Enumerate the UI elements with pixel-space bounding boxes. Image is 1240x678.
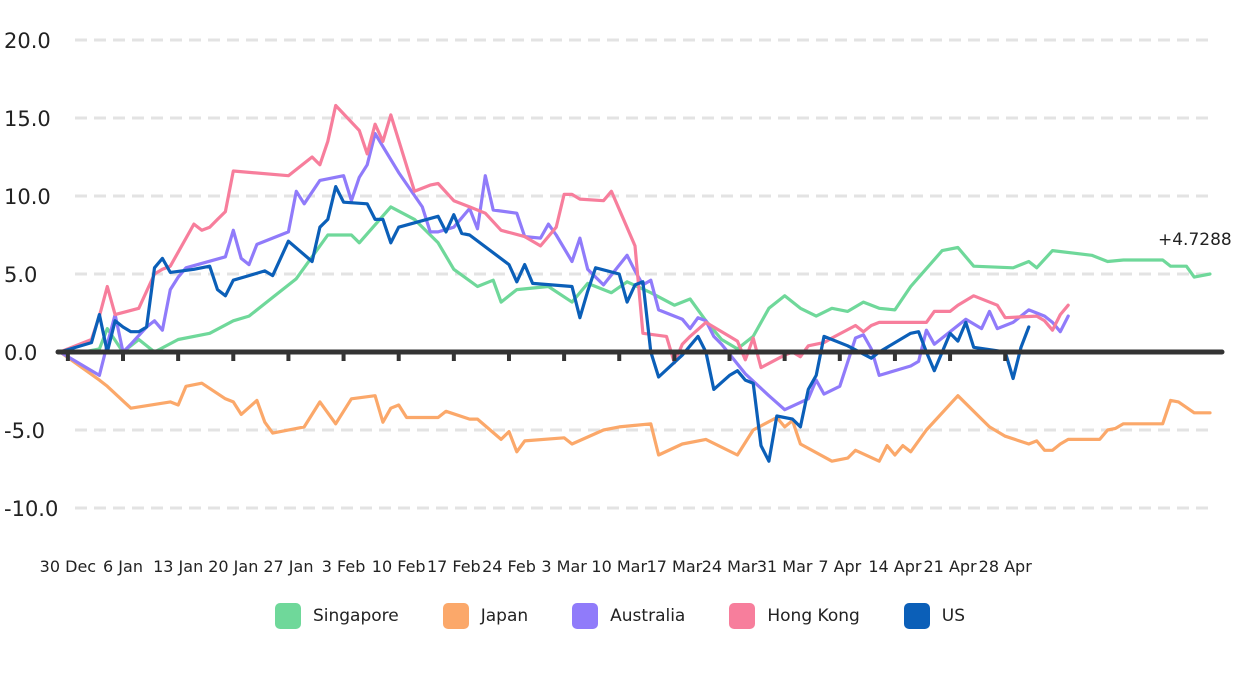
- legend-item: Singapore: [274, 603, 399, 629]
- legend-label: Hong Kong: [767, 606, 860, 626]
- x-tick-label: 17 Mar: [647, 557, 703, 576]
- x-tick-label: 21 Apr: [924, 557, 978, 576]
- x-tick-label: 7 Apr: [818, 557, 861, 576]
- legend-swatch: [274, 603, 301, 629]
- y-tick-label: -10.0: [4, 497, 58, 521]
- x-axis-ticks: 30 Dec 6 Jan 13 Jan 20 Jan 27 Jan 3 Feb 10 Feb…: [40, 557, 1033, 576]
- zero-axis: [55, 349, 1225, 361]
- x-tick-label: 13 Jan: [153, 557, 203, 576]
- series-line-singapore: [58, 205, 1212, 354]
- legend-label: Australia: [610, 606, 686, 626]
- series-line-japan: [58, 350, 1212, 463]
- legend-swatch: [729, 603, 756, 629]
- y-axis-ticks: 20.0 15.0 10.0 5.0 0.0 -5.0 -10.0: [4, 29, 58, 521]
- x-tick-label: 24 Feb: [482, 557, 536, 576]
- legend-item: Japan: [442, 603, 529, 629]
- y-tick-label: 0.0: [4, 341, 37, 365]
- legend-swatch: [903, 603, 930, 629]
- x-tick-label: 3 Feb: [322, 557, 366, 576]
- y-tick-label: 15.0: [4, 107, 51, 131]
- y-tick-label: 20.0: [4, 29, 51, 53]
- legend-swatch: [442, 603, 469, 629]
- legend: Singapore Japan Australia Hong Kong US: [0, 603, 1240, 629]
- y-tick-label: -5.0: [4, 419, 45, 443]
- x-tick-label: 14 Apr: [868, 557, 922, 576]
- x-tick-label: 30 Dec: [40, 557, 96, 576]
- legend-item: US: [903, 603, 966, 629]
- y-tick-label: 10.0: [4, 185, 51, 209]
- grid: [75, 38, 1212, 510]
- last-value-annotation: +4.7288: [1158, 230, 1232, 250]
- series-lines: [58, 103, 1212, 463]
- legend-label: Japan: [480, 606, 529, 626]
- legend-item: Hong Kong: [729, 603, 860, 629]
- legend-label: US: [941, 606, 966, 626]
- x-tick-label: 10 Feb: [372, 557, 426, 576]
- legend-label: Singapore: [312, 606, 399, 626]
- x-tick-label: 31 Mar: [757, 557, 813, 576]
- x-tick-label: 17 Feb: [427, 557, 481, 576]
- x-tick-label: 6 Jan: [103, 557, 143, 576]
- x-tick-label: 3 Mar: [541, 557, 587, 576]
- legend-item: Australia: [572, 603, 685, 629]
- y-tick-label: 5.0: [4, 263, 37, 287]
- legend-swatch: [572, 603, 599, 629]
- series-line-hong-kong: [58, 103, 1070, 370]
- x-tick-label: 24 Mar: [702, 557, 758, 576]
- x-tick-label: 10 Mar: [591, 557, 647, 576]
- x-tick-label: 28 Apr: [979, 557, 1033, 576]
- line-chart: 20.0 15.0 10.0 5.0 0.0 -5.0 -10.0 30 Dec 6 Jan 1…: [4, 29, 1232, 576]
- x-tick-label: 20 Jan: [208, 557, 258, 576]
- x-tick-label: 27 Jan: [263, 557, 313, 576]
- series-line-australia: [58, 132, 1070, 412]
